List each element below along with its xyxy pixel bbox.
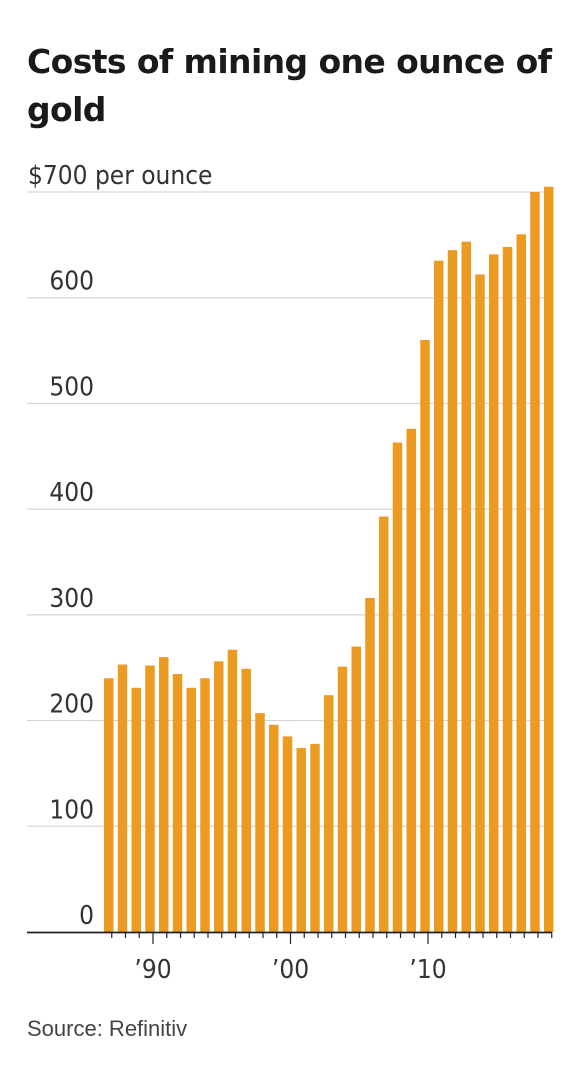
bar-2002 [310,743,320,932]
y-tick-label: 400 [49,478,94,508]
y-tick-label: 0 [79,901,94,931]
bar-1995 [214,661,224,932]
source-note: Source: Refinitiv [27,1016,188,1041]
bar-1992 [172,674,183,932]
bar-2010 [420,340,430,932]
y-tick-label: 600 [49,267,94,297]
bar-2009 [406,428,416,932]
bar-2017 [516,234,526,933]
y-tick-label: 500 [49,372,94,402]
bar-1993 [186,687,196,932]
bar-1987 [104,678,114,932]
bar-1990 [145,665,155,932]
bar-2012 [447,250,458,933]
bar-2007 [379,516,389,932]
bar-2014 [475,274,485,932]
y-tick-labels: 0 100 200 300 400 500 600 $700 per ounce [28,161,212,931]
bar-1998 [255,713,265,932]
bar-2006 [365,597,375,932]
bar-2016 [502,246,513,932]
bar-1994 [200,678,210,932]
y-tick-label: 200 [49,690,94,720]
bar-2001 [296,748,306,932]
bar-2013 [461,241,471,932]
x-tick-label: ’90 [134,955,171,985]
chart-title: Costs of mining one ounce of gold [27,42,552,129]
y-tick-label: 100 [49,795,94,825]
bar-1988 [117,664,128,932]
x-axis: ’90 ’00 ’10 [27,931,553,985]
x-tick-label: ’10 [409,955,446,985]
bar-1997 [241,668,251,932]
bar-2015 [489,254,499,932]
bar-2011 [434,260,444,932]
bar-1999 [269,724,279,932]
bar-2008 [392,442,403,932]
bar-2000 [282,736,293,932]
bar-1991 [159,657,169,932]
bar-2005 [351,646,361,932]
y-tick-label: $700 per ounce [28,161,212,191]
bar-2003 [324,695,334,932]
y-tick-label: 300 [49,584,94,614]
bar-1996 [227,649,238,932]
bar-2004 [337,666,348,932]
bar-2018 [530,192,540,932]
bar-2019 [544,186,554,932]
bar-chart: 0 100 200 300 400 500 600 $700 per ounce ’90 ’00… [27,161,554,985]
bar-1989 [131,687,141,932]
x-tick-label: ’00 [272,955,309,985]
bars [104,186,554,933]
